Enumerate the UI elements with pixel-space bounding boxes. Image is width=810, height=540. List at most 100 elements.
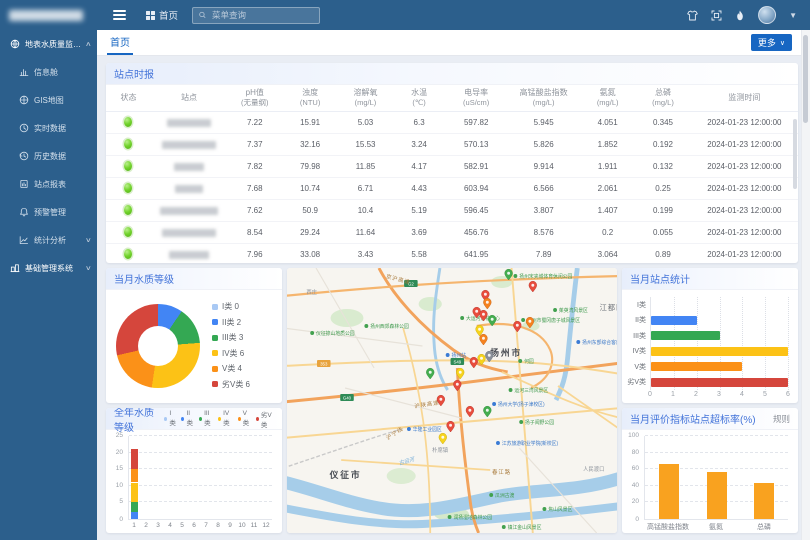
map-pin-orange[interactable] xyxy=(525,316,535,329)
map-pin-green[interactable] xyxy=(488,314,497,327)
bar-II类[interactable] xyxy=(651,315,697,325)
legend-label: I类 0 xyxy=(222,302,239,312)
legend-item[interactable]: IV类 6 xyxy=(212,348,250,359)
cell-value: 32.16 xyxy=(282,133,338,157)
sidebar-item-history-data[interactable]: 历史数据 xyxy=(0,142,97,170)
stack-segment-IV类[interactable] xyxy=(131,482,139,503)
map-pin-green[interactable] xyxy=(426,367,435,380)
column-header: 电导率 (uS/cm) xyxy=(445,85,508,113)
station-markers[interactable] xyxy=(426,268,537,445)
sidebar-item-alarm-mgmt[interactable]: 预警管理 xyxy=(0,198,97,226)
menu-search[interactable] xyxy=(192,6,321,24)
map-pin-red[interactable] xyxy=(469,356,478,369)
bar-总磷[interactable] xyxy=(754,483,775,519)
bar-高锰酸盐指数[interactable] xyxy=(658,464,679,519)
map-pin-red[interactable] xyxy=(513,320,522,333)
rules-link[interactable]: 规则 xyxy=(772,413,790,424)
map-pin-orange[interactable] xyxy=(483,297,492,310)
legend-item[interactable]: III类 xyxy=(199,410,213,427)
map-pin-red[interactable] xyxy=(465,405,475,418)
map-pin-red[interactable] xyxy=(479,309,488,322)
map-pin-gray[interactable] xyxy=(485,350,494,363)
sidebar-item-stats-analysis[interactable]: 统计分析 ∨ xyxy=(0,226,97,254)
theme-skin-icon[interactable] xyxy=(687,10,698,21)
sidebar-group-surface-water-system[interactable]: 地表水质量监测系统 ∧ xyxy=(0,30,97,58)
map-pin-yellow[interactable] xyxy=(475,324,484,337)
left-chart-column: 当月水质等级 I类 0 II类 2 III类 3 IV类 6 V类 4 劣V类 6 全年水… xyxy=(106,268,282,533)
annual-stacked-chart[interactable]: 0 5 10 15 20 25 xyxy=(116,432,272,523)
legend-dot xyxy=(212,319,218,326)
map-pin-green[interactable] xyxy=(504,268,513,281)
sidebar-collapse-icon[interactable] xyxy=(111,6,128,24)
map-pin-orange[interactable] xyxy=(479,333,488,346)
map-pin-red[interactable] xyxy=(446,420,455,433)
fullscreen-icon[interactable] xyxy=(711,10,722,21)
cell-value: 5.58 xyxy=(393,243,446,263)
bar-V类[interactable] xyxy=(651,362,743,372)
exceed-rate-chart[interactable]: 0 20 40 60 80 100 xyxy=(628,432,788,523)
topbar-actions: ▼ xyxy=(687,6,810,24)
map-pin-red[interactable] xyxy=(528,280,537,293)
legend-item[interactable]: V类 xyxy=(237,410,251,427)
table-scrollbar[interactable] xyxy=(793,119,797,189)
sidebar-item-realtime-data[interactable]: 实时数据 xyxy=(0,114,97,142)
stack-segment-II类[interactable] xyxy=(131,512,139,519)
hbar-y-axis: I类 II类 III类 IV类 V类 劣V类 xyxy=(627,301,646,387)
map-pin-yellow[interactable] xyxy=(477,353,486,366)
cell-value: 596.45 xyxy=(445,199,508,223)
svg-text:扬州市: 扬州市 xyxy=(490,347,522,358)
sidebar-item-gis-map[interactable]: GIS地图 xyxy=(0,86,97,114)
svg-text:扬州西郊森林公园: 扬州西郊森林公园 xyxy=(370,323,409,330)
legend-dot xyxy=(212,350,218,357)
svg-text:华隆工业园区: 华隆工业园区 xyxy=(413,426,442,433)
cell-value: 8.54 xyxy=(227,221,283,245)
legend-item[interactable]: IV类 xyxy=(218,410,233,427)
legend-item[interactable]: 劣V类 6 xyxy=(212,379,250,390)
map-pin-red[interactable] xyxy=(453,379,462,392)
bar-IV类[interactable] xyxy=(651,346,788,356)
tab-home[interactable]: 首页 xyxy=(107,30,133,55)
map-pin-yellow[interactable] xyxy=(456,367,465,380)
legend-item[interactable]: III类 3 xyxy=(212,332,250,343)
map-pin-green[interactable] xyxy=(483,405,492,418)
stack-segment-V类[interactable] xyxy=(131,469,139,483)
menu-search-input[interactable] xyxy=(209,9,314,21)
scrollbar-thumb[interactable] xyxy=(803,35,808,123)
breadcrumb-home[interactable]: 首页 xyxy=(159,11,179,22)
map-pin-red[interactable] xyxy=(436,394,445,407)
stack-segment-劣V类[interactable] xyxy=(131,449,139,470)
legend-item[interactable]: V类 4 xyxy=(212,363,250,374)
stack-segment-III类[interactable] xyxy=(131,502,139,513)
window-scrollbar[interactable] xyxy=(801,30,810,540)
cell-time: 2024-01-23 12:00:00 xyxy=(690,133,798,157)
more-button[interactable]: 更多 ∨ xyxy=(750,34,792,51)
svg-text:镇江金山风景区: 镇江金山风景区 xyxy=(508,524,542,531)
svg-text:茱萸湾风景区: 茱萸湾风景区 xyxy=(559,307,588,314)
legend-item[interactable]: II类 2 xyxy=(212,317,250,328)
user-menu-chevron-icon[interactable]: ▼ xyxy=(789,10,797,20)
map-pin-yellow[interactable] xyxy=(438,432,447,445)
bar-氨氮[interactable] xyxy=(706,471,727,519)
bar-III类[interactable] xyxy=(651,331,720,341)
legend-item[interactable]: II类 xyxy=(181,410,194,427)
sidebar-item-info[interactable]: 信息舱 xyxy=(0,58,97,86)
cell-value: 11.64 xyxy=(337,221,394,245)
sidebar-group-base-mgmt-system[interactable]: 基础管理系统 ∨ xyxy=(0,254,97,282)
legend-item[interactable]: I类 0 xyxy=(212,301,250,312)
flame-icon[interactable] xyxy=(735,10,745,21)
legend-item[interactable]: 劣V类 xyxy=(255,409,274,429)
column-header: 状态 xyxy=(106,85,151,113)
cell-value: 1.911 xyxy=(579,155,636,179)
quality-donut-chart[interactable] xyxy=(116,303,200,388)
station-stats-chart[interactable] xyxy=(650,297,789,390)
sidebar-item-station-report[interactable]: 站点报表 xyxy=(0,170,97,198)
bar-劣V类[interactable] xyxy=(651,377,788,387)
legend-item[interactable]: I类 xyxy=(163,410,177,427)
breadcrumb[interactable]: 首页 xyxy=(146,8,178,22)
avatar[interactable] xyxy=(758,6,777,24)
